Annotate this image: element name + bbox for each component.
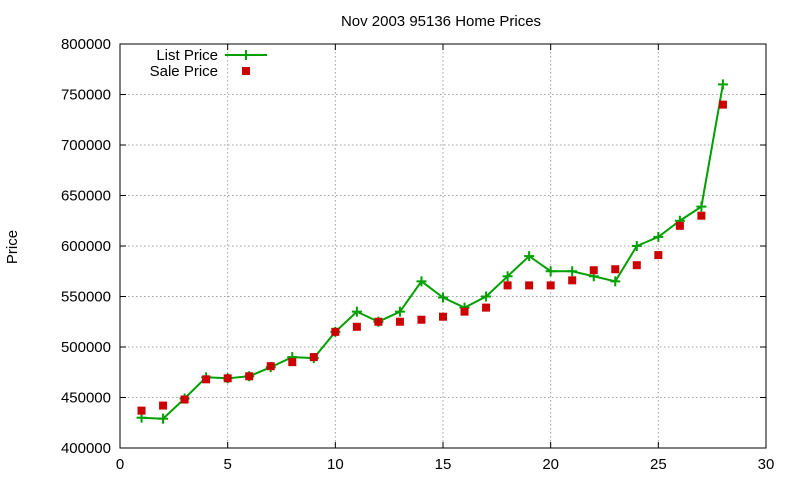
list-price-point	[653, 231, 664, 242]
legend-item-list-price: List Price	[156, 47, 267, 64]
sale-price-point	[202, 375, 211, 384]
list-price-point	[524, 251, 535, 262]
sale-price-point	[697, 211, 706, 220]
sale-price-point	[223, 374, 232, 383]
list-price-point	[631, 241, 642, 251]
x-tick-label: 30	[758, 456, 775, 473]
sale-price-point	[439, 312, 447, 321]
plot-frame	[119, 43, 767, 449]
y-tick-label: 600000	[61, 238, 111, 255]
sale-price-point	[266, 362, 275, 371]
list-price-point	[394, 306, 405, 317]
sale-price-point	[374, 317, 383, 326]
legend-item-sale-price: Sale Price	[150, 63, 250, 80]
series-layer	[136, 79, 728, 424]
y-tick-label: 700000	[61, 137, 111, 154]
y-tick-label: 450000	[61, 390, 111, 407]
sale-price-point	[288, 358, 297, 367]
legend-square-marker	[242, 67, 250, 75]
sale-price-point	[137, 406, 146, 415]
x-tick-label: 15	[435, 456, 452, 473]
legend-label: List Price	[156, 47, 218, 64]
sale-price-point	[654, 251, 663, 260]
list-price-point	[610, 276, 621, 287]
list-price-point	[717, 79, 728, 90]
sale-price-point	[159, 401, 168, 410]
list-price-point	[567, 266, 578, 277]
sale-price-point	[482, 303, 491, 312]
x-tick-label: 10	[327, 456, 344, 473]
sale-price-point	[632, 261, 641, 270]
x-tick-label: 5	[223, 456, 231, 473]
sale-price-point	[460, 307, 469, 316]
list-price-point	[158, 413, 169, 424]
sale-price-point	[417, 315, 426, 324]
list-price-point	[438, 292, 448, 303]
y-tick-label: 500000	[61, 339, 111, 356]
sale-price-point	[546, 281, 555, 290]
sale-price-point	[331, 327, 340, 336]
y-tick-label: 750000	[61, 87, 111, 104]
list-price-point	[416, 276, 427, 287]
series-list-price	[136, 79, 728, 424]
list-price-point	[502, 271, 513, 282]
sale-price-point	[568, 276, 577, 285]
sale-price-point	[525, 281, 534, 290]
list-price-point	[696, 201, 707, 212]
sale-price-point	[309, 353, 318, 362]
sale-price-point	[589, 266, 598, 275]
y-tick-label: 800000	[61, 36, 111, 53]
list-price-point	[481, 291, 492, 302]
sale-price-point	[503, 281, 512, 290]
chart-title: Nov 2003 95136 Home Prices	[341, 13, 541, 30]
axis-ticks: 0 5 10 15 20 25 30 400000 450000 500000 550000 6000…	[61, 36, 774, 473]
y-tick-label: 650000	[61, 188, 111, 205]
sale-price-point	[611, 265, 620, 274]
x-tick-label: 0	[116, 456, 124, 473]
y-tick-label: 400000	[61, 440, 111, 457]
list-price-point	[351, 306, 362, 317]
list-price-point	[545, 266, 556, 277]
x-tick-label: 20	[542, 456, 559, 473]
sale-price-point	[718, 100, 727, 109]
x-tick-label: 25	[650, 456, 667, 473]
sale-price-point	[245, 372, 254, 381]
sale-price-point	[675, 221, 684, 230]
series-sale-price	[137, 100, 727, 415]
y-tick-label: 550000	[61, 289, 111, 306]
sale-price-point	[180, 395, 189, 404]
list-price-line	[141, 84, 724, 420]
y-axis-label: Price	[4, 230, 21, 264]
sale-price-point	[352, 322, 361, 331]
legend-label: Sale Price	[150, 63, 218, 80]
sale-price-point	[395, 317, 404, 326]
gridlines	[120, 44, 766, 448]
legend-plus-marker	[241, 50, 251, 60]
